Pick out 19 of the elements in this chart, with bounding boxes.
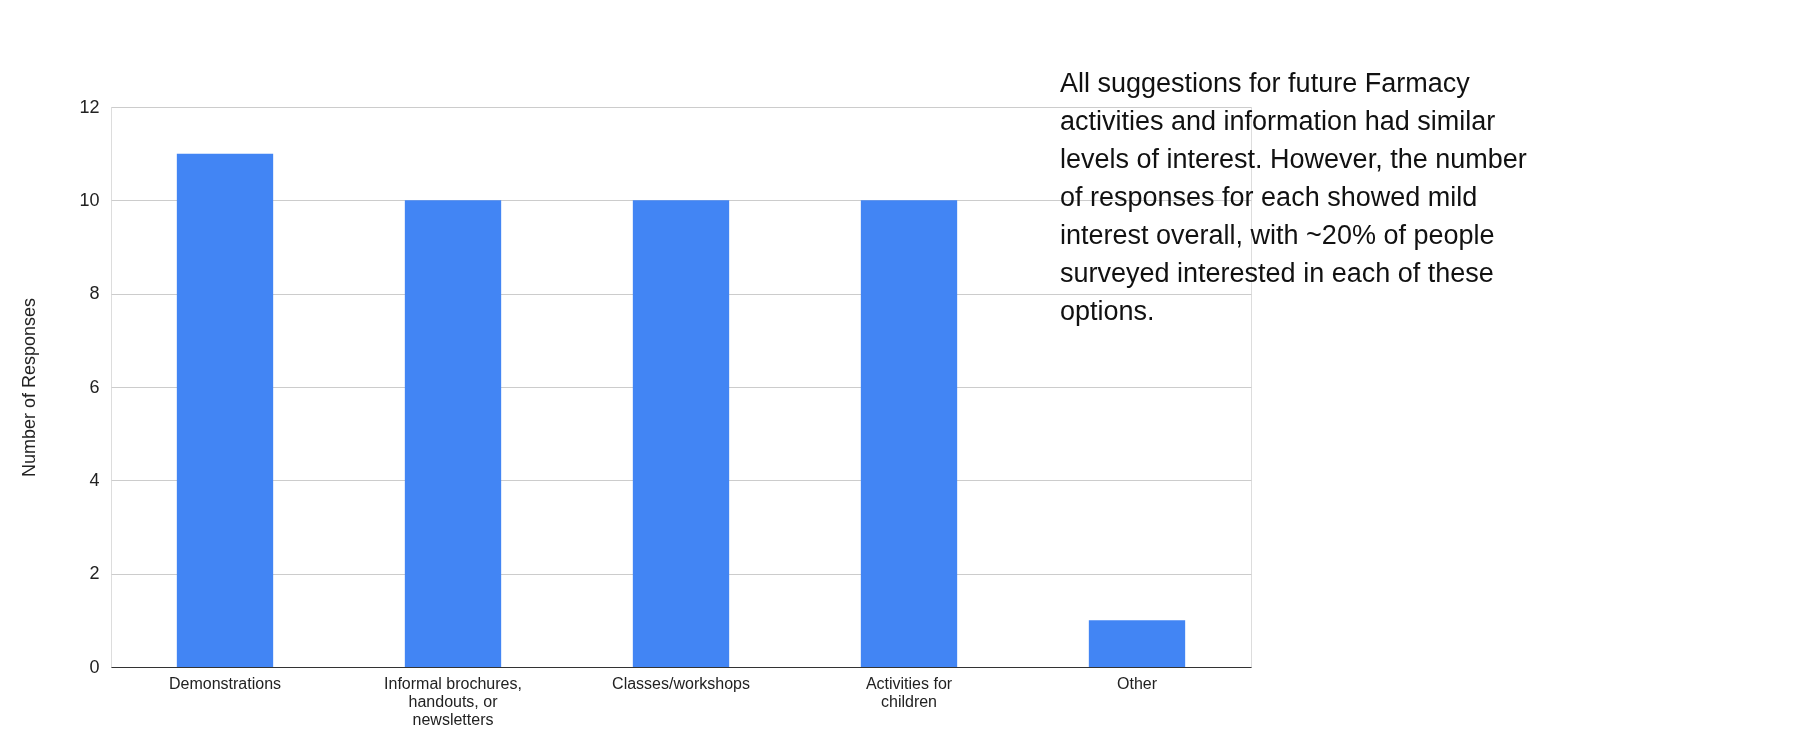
y-axis-title: Number of Responses [19,297,40,478]
annotation: All suggestions for future Farmacy activities and information had similar levels of interest. However, the number of responses for each showed mild interest overall, with ~20% of people surveyed interested in each of these options. [1060,68,1527,326]
y-tick-label: 10 [79,189,100,210]
x-tick-label: Activities for children [865,674,953,710]
y-tick-label: 12 [79,96,100,117]
bar [176,153,274,667]
x-tick-label: Informal brochures, handouts, or newsletters [384,674,522,728]
bar [860,200,958,667]
x-tick-label: Other [1116,674,1158,692]
bar [1088,620,1186,667]
bar [404,200,502,667]
y-tick-label: 0 [89,656,100,677]
y-tick-label: 8 [89,283,100,304]
x-tick-label: Demonstrations [168,674,282,692]
y-tick-label: 6 [89,376,100,397]
x-tick-label: Classes/workshops [612,674,750,692]
y-tick-label: 2 [89,563,100,584]
y-tick-label: 4 [89,469,100,490]
bar [632,200,730,667]
